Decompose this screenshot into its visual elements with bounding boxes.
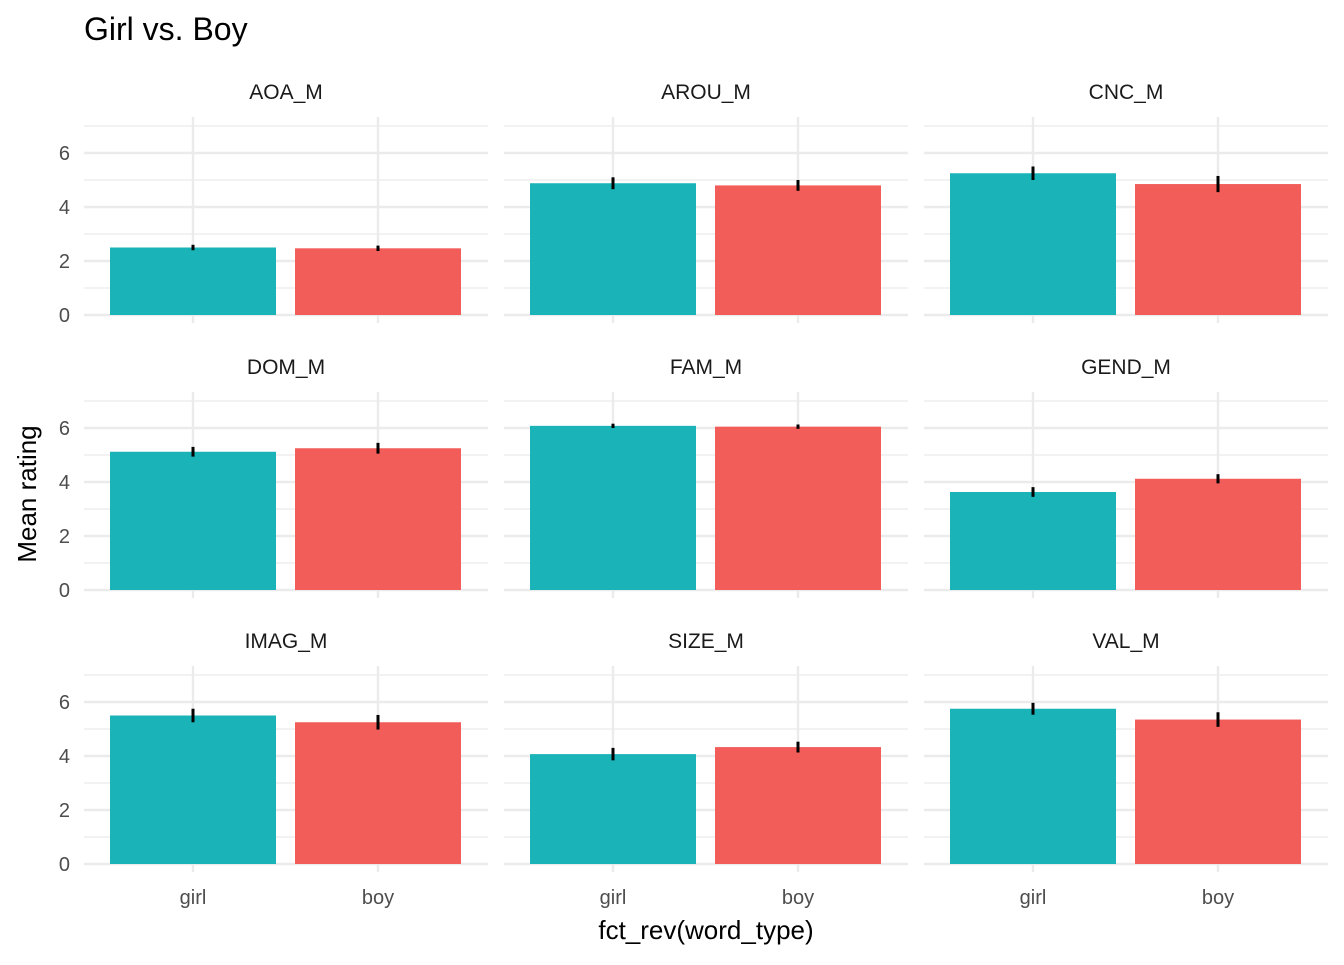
- bar-boy: [1135, 184, 1301, 315]
- facet-label: IMAG_M: [245, 630, 328, 653]
- x-tick-label: boy: [362, 887, 394, 909]
- bar-boy: [295, 448, 461, 590]
- y-tick-label: 6: [59, 692, 70, 714]
- chart-title: Girl vs. Boy: [84, 11, 248, 47]
- facet-label: AOA_M: [249, 81, 323, 104]
- facet-fam-m: FAM_M: [504, 356, 908, 598]
- bar-girl: [950, 491, 1116, 590]
- facet-dom-m: DOM_M 0 2 4 6: [59, 356, 488, 602]
- y-tick-label: 0: [59, 580, 70, 602]
- y-tick-label: 0: [59, 305, 70, 327]
- facet-panels: AOA_M 0 2 4 6 AROU_M CNC_M DOM_M 0 2 4 6 FAM_M GEND_M…: [59, 81, 1328, 909]
- bar-boy: [1135, 478, 1301, 590]
- bar-boy: [715, 426, 881, 590]
- y-tick-label: 6: [59, 418, 70, 440]
- y-tick-label: 4: [59, 746, 70, 768]
- y-tick-label: 2: [59, 251, 70, 273]
- bar-boy: [715, 747, 881, 864]
- y-tick-label: 2: [59, 800, 70, 822]
- facet-label: FAM_M: [670, 356, 742, 379]
- facet-aoa-m: AOA_M 0 2 4 6: [59, 81, 488, 327]
- bar-girl: [950, 708, 1116, 864]
- y-tick-label: 6: [59, 143, 70, 165]
- facet-label: CNC_M: [1089, 81, 1164, 104]
- bar-girl: [530, 425, 696, 590]
- bar-girl: [110, 247, 276, 315]
- bar-girl: [530, 754, 696, 864]
- facet-label: DOM_M: [247, 356, 325, 379]
- y-tick-label: 4: [59, 197, 70, 219]
- x-axis-title: fct_rev(word_type): [598, 915, 813, 945]
- y-tick-label: 0: [59, 854, 70, 876]
- x-tick-label: boy: [782, 887, 814, 909]
- bar-girl: [110, 715, 276, 864]
- bar-boy: [715, 185, 881, 315]
- x-tick-label: girl: [1020, 887, 1047, 909]
- bar-boy: [295, 722, 461, 864]
- bar-girl: [950, 173, 1116, 315]
- x-tick-label: girl: [180, 887, 207, 909]
- y-tick-label: 4: [59, 472, 70, 494]
- facet-label: GEND_M: [1081, 356, 1171, 379]
- bar-boy: [295, 248, 461, 315]
- facet-arou-m: AROU_M: [504, 81, 908, 323]
- y-tick-label: 2: [59, 526, 70, 548]
- facet-label: VAL_M: [1092, 630, 1159, 653]
- facet-label: AROU_M: [661, 81, 751, 104]
- bar-boy: [1135, 719, 1301, 864]
- y-axis-title: Mean rating: [12, 425, 42, 562]
- facet-imag-m: IMAG_M 0 2 4 6 girl boy: [59, 630, 488, 909]
- bar-girl: [110, 451, 276, 590]
- facet-cnc-m: CNC_M: [924, 81, 1328, 323]
- bar-girl: [530, 183, 696, 315]
- facet-label: SIZE_M: [668, 630, 744, 653]
- facet-gend-m: GEND_M: [924, 356, 1328, 598]
- x-tick-label: girl: [600, 887, 627, 909]
- x-tick-label: boy: [1202, 887, 1234, 909]
